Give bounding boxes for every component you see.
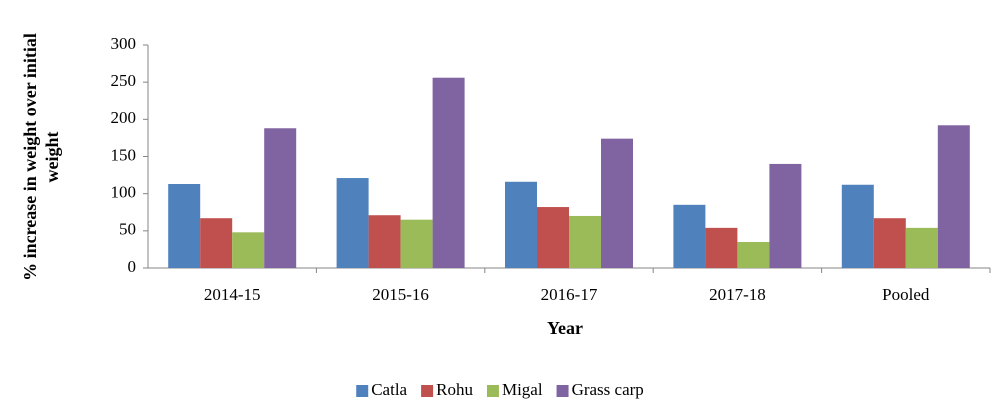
bar <box>841 184 874 268</box>
x-tick-label: 2016-17 <box>541 285 598 304</box>
bar <box>505 181 537 268</box>
legend-label: Migal <box>502 380 543 399</box>
bar <box>264 128 297 268</box>
bar <box>601 138 633 268</box>
y-tick-label: 100 <box>111 183 137 202</box>
y-tick-label: 0 <box>128 257 137 276</box>
bar <box>368 215 401 268</box>
legend-label: Rohu <box>436 380 473 399</box>
legend: Catla Rohu Migal Grass carp <box>356 380 644 399</box>
bar <box>168 184 201 268</box>
bar <box>400 219 433 268</box>
x-tick-label: 2014-15 <box>204 285 261 304</box>
bar <box>905 227 938 268</box>
bar <box>200 218 233 268</box>
y-tick-label: 250 <box>111 71 137 90</box>
legend-swatch <box>421 385 434 397</box>
x-tick-label: 2015-16 <box>372 285 429 304</box>
legend-label: Grass carp <box>572 380 644 399</box>
legend-swatch <box>356 385 369 397</box>
x-tick-label: 2017-18 <box>709 285 766 304</box>
y-tick-label: 50 <box>119 220 136 239</box>
bar <box>737 241 770 268</box>
x-tick-label: Pooled <box>882 285 930 304</box>
y-tick-label: 150 <box>111 145 137 164</box>
y-tick-label: 300 <box>111 34 137 53</box>
y-tick-label: 200 <box>111 108 137 127</box>
bar <box>937 125 970 268</box>
y-axis-title: % increase in weight over initial <box>20 33 40 281</box>
bar <box>569 215 601 268</box>
legend-swatch <box>486 385 499 397</box>
bar <box>769 163 802 268</box>
bar <box>232 232 265 268</box>
x-axis-title: Year <box>547 318 583 338</box>
legend-label: Catla <box>371 380 407 399</box>
bar <box>873 218 906 268</box>
bar <box>432 77 465 268</box>
bar <box>336 178 369 268</box>
bar <box>673 204 706 268</box>
y-axis-title: weight <box>42 132 62 183</box>
legend-swatch <box>556 385 569 397</box>
bar <box>537 207 569 268</box>
bar <box>705 227 738 268</box>
